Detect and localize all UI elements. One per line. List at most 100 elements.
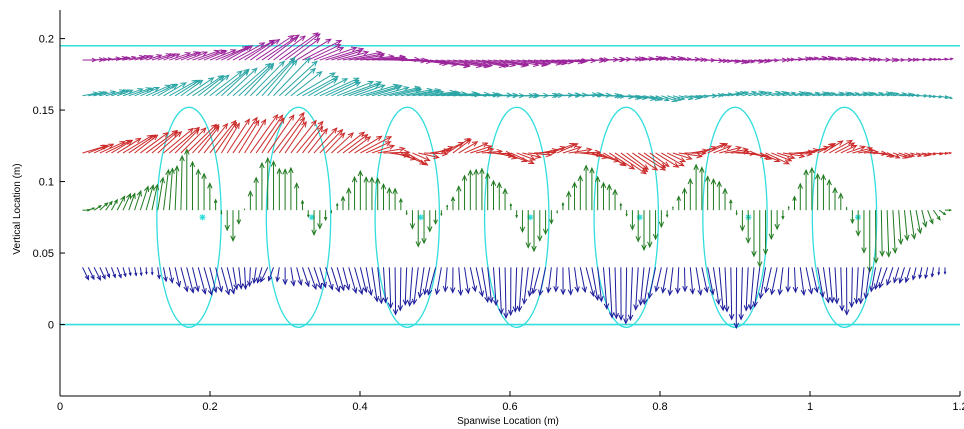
vector-arrow — [591, 267, 600, 301]
vector-arrow — [203, 122, 229, 154]
vector-arrow — [509, 202, 513, 211]
vector-arrow — [832, 186, 838, 211]
vector-arrow — [515, 210, 519, 219]
vector-arrow — [116, 137, 142, 154]
vector-arrow — [943, 267, 947, 275]
vector-arrow — [632, 152, 659, 171]
vector-arrow — [695, 267, 703, 297]
vector-arrow — [528, 151, 553, 158]
vector-arrow — [317, 210, 323, 230]
vector-arrow — [863, 267, 871, 300]
vector-arrow — [186, 51, 209, 61]
vector-arrow — [618, 267, 624, 321]
vector-arrow — [748, 267, 755, 311]
vector-arrow — [738, 267, 744, 321]
vector-arrow — [689, 267, 695, 295]
vector-arrow — [122, 192, 132, 211]
vector-arrow — [577, 174, 584, 211]
vector-arrow — [323, 210, 328, 222]
vector-arrow — [502, 187, 508, 211]
vector-arrow — [351, 175, 358, 211]
y-tick-label: 0.15 — [33, 105, 54, 117]
vector-arrow — [273, 111, 305, 154]
vector-arrow — [197, 125, 220, 154]
vector-row-1 — [82, 56, 954, 103]
vector-arrow — [157, 83, 179, 97]
vector-arrow — [163, 127, 194, 154]
vector-arrow — [531, 267, 541, 295]
vector-arrow — [918, 267, 923, 280]
vector-arrow — [296, 72, 336, 97]
vector-arrow — [886, 152, 901, 159]
vector-arrow — [427, 210, 433, 233]
vector-arrow — [820, 173, 827, 211]
vector-arrow — [458, 141, 479, 154]
vector-arrow — [440, 210, 443, 217]
vector-arrow — [422, 267, 431, 296]
vector-arrow — [293, 182, 300, 211]
vector-arrow — [655, 95, 670, 102]
vector-arrow — [426, 267, 437, 296]
vector-arrow — [597, 267, 604, 303]
vector-arrow — [893, 267, 900, 284]
vector-arrow — [654, 267, 662, 293]
vector-arrow — [221, 69, 250, 97]
vector-arrow — [600, 181, 607, 211]
vector-arrow — [157, 176, 165, 211]
vector-arrow — [397, 267, 404, 312]
vector-arrow — [655, 152, 680, 168]
vector-arrow — [743, 267, 750, 312]
vector-arrow — [521, 267, 529, 305]
vector-arrow — [853, 267, 860, 305]
vector-arrow — [247, 190, 254, 211]
vector-arrow — [301, 267, 310, 288]
vector-arrow — [302, 125, 324, 154]
vector-arrow — [267, 59, 298, 97]
vector-arrow — [771, 152, 793, 162]
vector-arrow — [553, 267, 559, 293]
vector-arrow — [232, 42, 266, 61]
vector-arrow — [844, 267, 850, 316]
vector-arrow — [676, 195, 682, 211]
vector-arrow — [612, 188, 618, 211]
y-tick-label: 0.1 — [39, 177, 54, 189]
vector-arrow — [464, 142, 489, 154]
vector-arrow — [319, 128, 344, 154]
vector-arrow — [619, 202, 623, 211]
vector-arrow — [331, 132, 355, 154]
vector-arrow — [579, 267, 587, 294]
vector-arrow — [365, 267, 374, 297]
vector-arrow — [904, 267, 911, 284]
vector-arrow — [140, 86, 161, 97]
vector-arrow — [757, 210, 763, 268]
vector-arrow — [776, 152, 796, 160]
vector-arrow — [848, 267, 855, 309]
vector-arrow — [421, 210, 427, 245]
vector-arrow — [346, 187, 352, 211]
vector-arrow — [226, 118, 250, 154]
vector-arrow — [733, 267, 740, 330]
vector-arrow — [667, 267, 674, 297]
vector-arrow — [307, 127, 328, 154]
vector-arrow — [230, 210, 236, 242]
vector-arrow — [507, 267, 514, 317]
vector-arrow — [661, 95, 678, 103]
vector-arrow — [635, 210, 641, 243]
vector-arrow — [400, 152, 426, 165]
vector-arrow — [758, 267, 767, 300]
vector-arrow — [675, 267, 681, 295]
vector-arrow — [195, 168, 201, 211]
vector-arrow — [828, 267, 835, 304]
vector-arrow — [850, 210, 855, 225]
vector-arrow — [660, 267, 668, 294]
vector-arrow — [313, 47, 345, 61]
vector-arrow — [937, 267, 941, 276]
vector-arrow — [180, 267, 189, 293]
vector-arrow — [661, 152, 685, 167]
vector-arrow — [944, 95, 954, 100]
vector-arrow — [799, 267, 807, 297]
vector-arrow — [128, 267, 132, 277]
vector-arrow — [910, 152, 923, 158]
vector-arrow — [492, 267, 499, 307]
vector-arrow — [484, 172, 491, 211]
